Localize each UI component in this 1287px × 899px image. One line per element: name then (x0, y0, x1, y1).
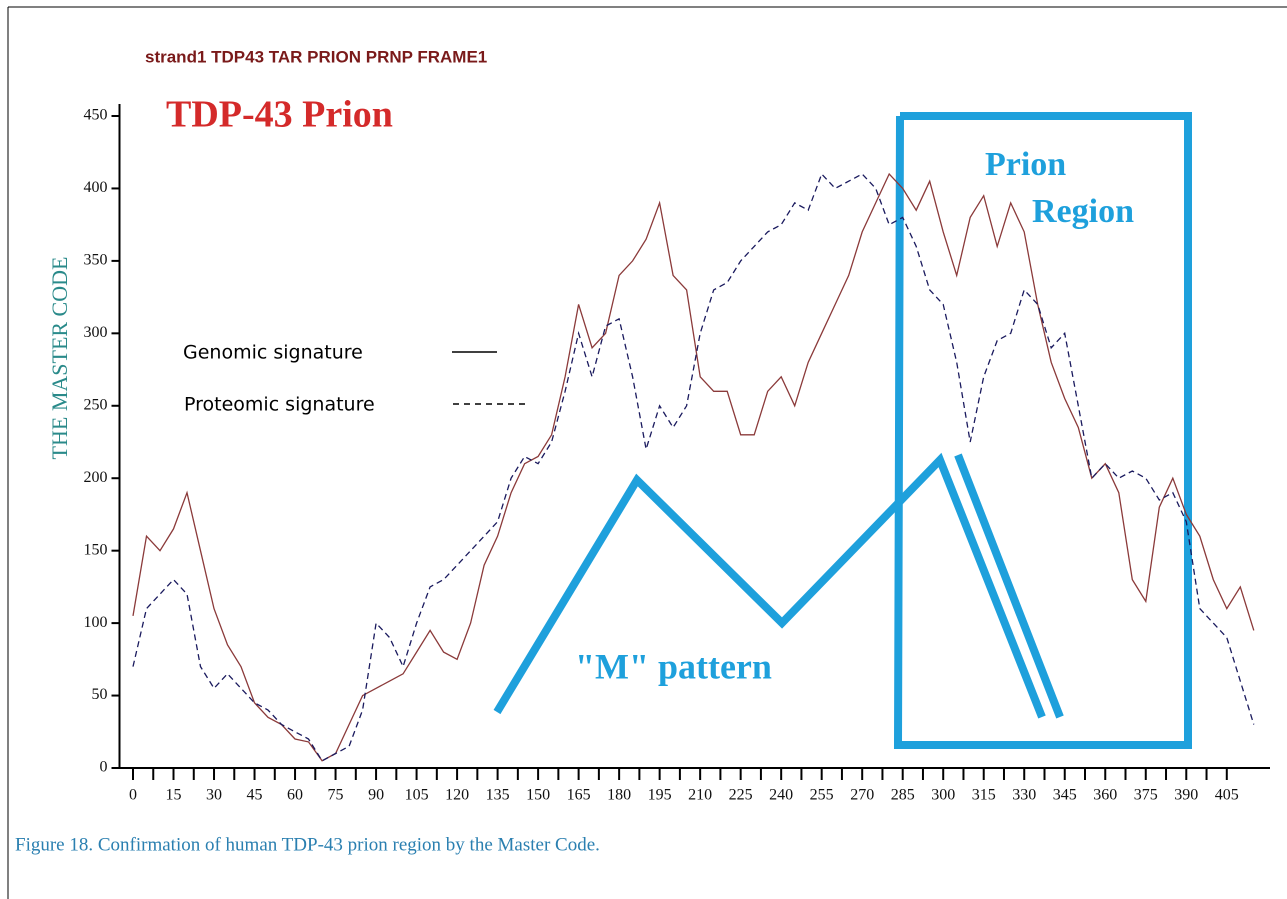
annotation: Region (1032, 193, 1134, 230)
annotation: Prion (985, 146, 1066, 183)
x-tick-label: 240 (769, 787, 793, 804)
annotation: TDP-43 Prion (166, 94, 393, 136)
x-tick-label: 375 (1134, 787, 1158, 804)
x-tick-label: 120 (445, 787, 469, 804)
x-tick-label: 15 (166, 787, 182, 804)
highlights (493, 112, 1192, 749)
x-tick-label: 135 (486, 787, 510, 804)
x-tick-label: 330 (1012, 787, 1036, 804)
x-tick-label: 390 (1174, 787, 1198, 804)
x-tick-label: 360 (1093, 787, 1117, 804)
x-tick-label: 90 (368, 787, 384, 804)
x-tick-label: 405 (1215, 787, 1239, 804)
legend-label: Genomic signature (183, 342, 363, 364)
y-tick-label: 200 (84, 469, 108, 486)
prion-region-box (893, 112, 1192, 749)
x-tick-label: 225 (729, 787, 753, 804)
m-pattern (493, 452, 1046, 719)
x-tick-label: 30 (206, 787, 222, 804)
x-tick-label: 285 (891, 787, 915, 804)
annotation: "M" pattern (575, 646, 772, 686)
y-tick-label: 0 (100, 759, 108, 776)
x-tick-label: 270 (850, 787, 874, 804)
chart-title: strand1 TDP43 TAR PRION PRNP FRAME1 (145, 47, 487, 66)
x-tick-label: 180 (607, 787, 631, 804)
y-tick-label: 450 (84, 107, 108, 124)
y-tick-label: 100 (84, 614, 108, 631)
x-tick-label: 0 (129, 787, 137, 804)
x-tick-label: 75 (328, 787, 344, 804)
x-tick-label: 255 (810, 787, 834, 804)
x-tick-label: 45 (247, 787, 263, 804)
x-tick-label: 60 (287, 787, 303, 804)
y-tick-label: 50 (92, 686, 108, 703)
y-tick-label: 400 (84, 179, 108, 196)
y-tick-label: 250 (84, 396, 108, 413)
x-tick-label: 105 (405, 787, 429, 804)
x-tick-label: 300 (931, 787, 955, 804)
x-tick-label: 345 (1053, 787, 1077, 804)
x-tick-label: 195 (648, 787, 672, 804)
x-tick-label: 150 (526, 787, 550, 804)
m-pattern-stroke (954, 453, 1064, 719)
y-tick-label: 150 (84, 541, 108, 558)
caption: Figure 18. Confirmation of human TDP-43 … (15, 834, 600, 855)
y-axis-label: THE MASTER CODE (47, 257, 72, 460)
series-line (132, 172, 1255, 762)
y-tick-label: 350 (84, 252, 108, 269)
x-tick-label: 165 (567, 787, 591, 804)
x-tick-label: 210 (688, 787, 712, 804)
legend-label: Proteomic signature (184, 394, 375, 416)
x-tick-label: 315 (972, 787, 996, 804)
y-tick-label: 300 (84, 324, 108, 341)
